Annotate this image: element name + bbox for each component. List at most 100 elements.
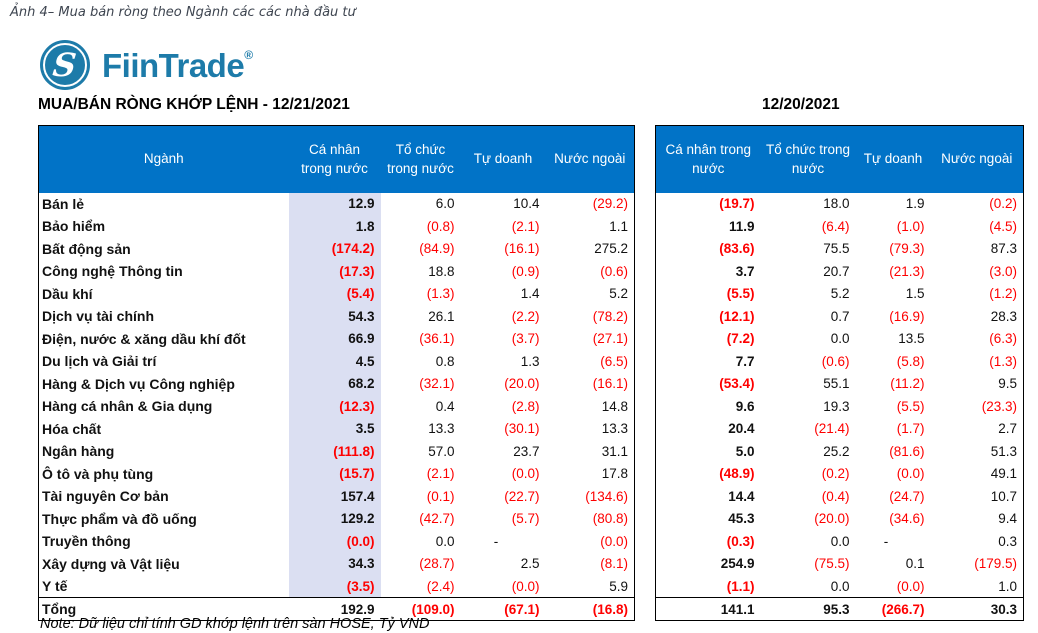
cell-value: (3.0) xyxy=(989,263,1017,279)
table-row: (0.3) 0.0 - 0.3 xyxy=(656,530,1024,553)
cell-value: (0.0) xyxy=(288,530,381,553)
header-row: Ngành Cá nhân trong nước Tổ chức trong n… xyxy=(38,125,635,193)
table-row: (83.6) 75.5 (79.3) 87.3 xyxy=(656,238,1024,261)
table-row: (19.7) 18.0 1.9 (0.2) xyxy=(656,193,1024,216)
row-label: Truyền thông xyxy=(42,533,131,550)
cell-value: 75.5 xyxy=(823,241,850,257)
table-row: Xây dựng và Vật liệu 34.3 (28.7) 2.5 (8.1) xyxy=(39,552,635,575)
row-label: Ô tô và phụ tùng xyxy=(42,465,154,482)
row-label: Thực phẩm và đồ uống xyxy=(42,510,197,527)
cell-value: 0.0 xyxy=(435,533,455,549)
cell-value: (21.4) xyxy=(814,421,850,437)
col-header-domestic-institution: Tổ chức trong nước xyxy=(380,125,461,193)
cell-value: 14.4 xyxy=(728,488,755,504)
cell-value: (1.0) xyxy=(896,218,925,234)
cell-value: (79.3) xyxy=(889,241,925,257)
cell-value: 11.9 xyxy=(728,218,755,234)
cell-value: 192.9 xyxy=(288,597,381,621)
table-row: Bất động sản (174.2) (84.9) (16.1) 275.2 xyxy=(39,237,635,260)
cell-value: (42.7) xyxy=(419,511,455,527)
figure-caption: Ảnh 4– Mua bán ròng theo Ngành các các n… xyxy=(10,5,356,20)
cell-value: 1.5 xyxy=(905,286,925,302)
cell-value: (3.7) xyxy=(511,331,540,347)
cell-value: 0.8 xyxy=(435,353,455,369)
cell-value: (7.2) xyxy=(726,331,755,347)
table-row: Dầu khí (5.4) (1.3) 1.4 5.2 xyxy=(39,282,635,305)
cell-value: 95.3 xyxy=(760,597,856,621)
cell-value: (16.8) xyxy=(545,597,635,621)
table-row: (48.9) (0.2) (0.0) 49.1 xyxy=(656,463,1024,486)
table-row: 254.9 (75.5) 0.1 (179.5) xyxy=(656,553,1024,576)
table-row: 20.4 (21.4) (1.7) 2.7 xyxy=(656,418,1024,441)
cell-value: (12.1) xyxy=(719,308,755,324)
table-row: Ô tô và phụ tùng (15.7) (2.1) (0.0) 17.8 xyxy=(39,462,635,485)
cell-value: (75.5) xyxy=(814,556,850,572)
net-flow-table-12-20: Cá nhân trong nước Tổ chức trong nước Tự… xyxy=(655,125,1024,621)
cell-value: (12.3) xyxy=(288,395,381,418)
cell-value: (0.0) xyxy=(511,466,540,482)
table-row: (7.2) 0.0 13.5 (6.3) xyxy=(656,328,1024,351)
cell-value: (34.6) xyxy=(889,511,925,527)
cell-value: 5.2 xyxy=(830,286,850,302)
cell-value: 2.5 xyxy=(520,556,540,572)
cell-value: (81.6) xyxy=(889,443,925,459)
table-row: 14.4 (0.4) (24.7) 10.7 xyxy=(656,485,1024,508)
table-row: Y tế (3.5) (2.4) (0.0) 5.9 xyxy=(39,575,635,598)
row-label: Du lịch và Giải trí xyxy=(42,353,157,370)
col-header-domestic-institution: Tổ chức trong nước xyxy=(760,125,856,193)
table-row: Công nghệ Thông tin (17.3) 18.8 (0.9) (0.6) xyxy=(39,260,635,283)
cell-value: 275.2 xyxy=(594,241,628,257)
cell-value: 1.8 xyxy=(288,215,381,238)
table-row: (1.1) 0.0 (0.0) 1.0 xyxy=(656,575,1024,598)
col-header-foreign: Nước ngoài xyxy=(930,125,1024,193)
total-row: 141.1 95.3 (266.7) 30.3 xyxy=(655,597,1024,621)
table-row: (5.5) 5.2 1.5 (1.2) xyxy=(656,283,1024,306)
cell-value: - xyxy=(493,533,499,549)
right-table-date: 12/20/2021 xyxy=(762,96,840,113)
cell-value: 9.5 xyxy=(998,376,1017,392)
table-row: 11.9 (6.4) (1.0) (4.5) xyxy=(656,215,1024,238)
cell-value: 0.7 xyxy=(830,308,850,324)
cell-value: (5.4) xyxy=(288,282,381,305)
cell-value: (134.6) xyxy=(585,488,628,504)
row-label: Bảo hiểm xyxy=(42,218,106,235)
row-label: Ngân hàng xyxy=(42,443,115,460)
cell-value: (84.9) xyxy=(419,241,455,257)
cell-value: 254.9 xyxy=(720,556,755,572)
cell-value: 5.2 xyxy=(609,286,628,302)
row-label: Công nghệ Thông tin xyxy=(42,263,183,280)
cell-value: 1.4 xyxy=(520,286,540,302)
cell-value: 19.3 xyxy=(823,398,850,414)
brand-name-text: FiinTrade xyxy=(102,46,245,84)
cell-value: (0.0) xyxy=(600,533,628,549)
col-header-industry: Ngành xyxy=(38,125,289,193)
brand-name: FiinTrade® xyxy=(102,49,253,82)
cell-value: 9.4 xyxy=(998,511,1017,527)
cell-value: (1.2) xyxy=(989,286,1017,302)
col-header-foreign: Nước ngoài xyxy=(545,125,635,193)
table-row: Tài nguyên Cơ bản 157.4 (0.1) (22.7) (134.6) xyxy=(39,485,635,508)
cell-value: 10.4 xyxy=(513,196,540,212)
cell-value: 141.1 xyxy=(655,597,761,621)
cell-value: 1.1 xyxy=(609,218,628,234)
cell-value: (23.3) xyxy=(981,398,1017,414)
cell-value: 20.7 xyxy=(823,263,850,279)
cell-value: (2.2) xyxy=(511,308,540,324)
cell-value: (0.2) xyxy=(989,196,1017,212)
table-row: Ngân hàng (111.8) 57.0 23.7 31.1 xyxy=(39,440,635,463)
cell-value: (15.7) xyxy=(288,462,381,485)
cell-value: (78.2) xyxy=(592,308,628,324)
row-label: Dịch vụ tài chính xyxy=(42,308,155,325)
table-row: 5.0 25.2 (81.6) 51.3 xyxy=(656,440,1024,463)
cell-value: (28.7) xyxy=(419,556,455,572)
cell-value: (0.2) xyxy=(821,466,850,482)
cell-value: 68.2 xyxy=(288,372,381,395)
cell-value: (0.1) xyxy=(426,488,455,504)
cell-value: (19.7) xyxy=(719,196,755,212)
cell-value: 0.1 xyxy=(905,556,925,572)
cell-value: (1.1) xyxy=(726,578,755,594)
cell-value: 13.3 xyxy=(601,421,628,437)
table-row: Thực phẩm và đồ uống 129.2 (42.7) (5.7) (80.… xyxy=(39,507,635,530)
cell-value: 0.0 xyxy=(830,533,850,549)
cell-value: 0.3 xyxy=(998,533,1017,549)
